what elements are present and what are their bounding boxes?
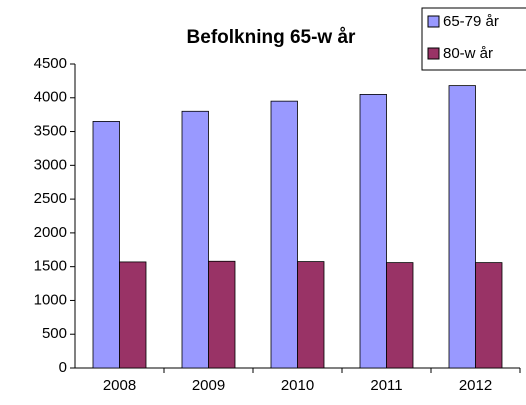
legend-label: 80-w år xyxy=(443,45,493,62)
bar xyxy=(475,262,503,369)
bar xyxy=(297,261,325,369)
x-tick-label: 2011 xyxy=(370,377,402,394)
bar xyxy=(92,121,120,369)
bar xyxy=(359,94,387,369)
legend-label: 65-79 år xyxy=(443,13,499,30)
y-tick-label: 3000 xyxy=(34,156,67,173)
y-tick-label: 2500 xyxy=(34,190,67,207)
legend-box xyxy=(421,7,526,71)
y-tick-label: 1000 xyxy=(34,291,67,308)
x-tick-label: 2010 xyxy=(281,377,314,394)
x-tick-label: 2012 xyxy=(459,377,492,394)
x-tick-label: 2008 xyxy=(103,377,136,394)
y-tick-label: 3500 xyxy=(34,123,67,140)
bar xyxy=(270,100,298,369)
y-tick-label: 4500 xyxy=(34,55,67,72)
x-tick-label: 2009 xyxy=(192,377,225,394)
y-tick-label: 0 xyxy=(59,359,67,376)
y-tick-label: 500 xyxy=(42,325,67,342)
bar xyxy=(448,85,476,369)
bar xyxy=(386,262,414,369)
bar xyxy=(181,110,209,369)
bar xyxy=(119,261,147,369)
y-tick-label: 1500 xyxy=(34,258,67,275)
bar xyxy=(208,260,236,369)
legend-swatch xyxy=(427,15,440,28)
chart-title: Befolkning 65-w år xyxy=(187,27,357,48)
y-tick-label: 4000 xyxy=(34,89,67,106)
legend-swatch xyxy=(427,47,440,60)
y-tick-label: 2000 xyxy=(34,224,67,241)
